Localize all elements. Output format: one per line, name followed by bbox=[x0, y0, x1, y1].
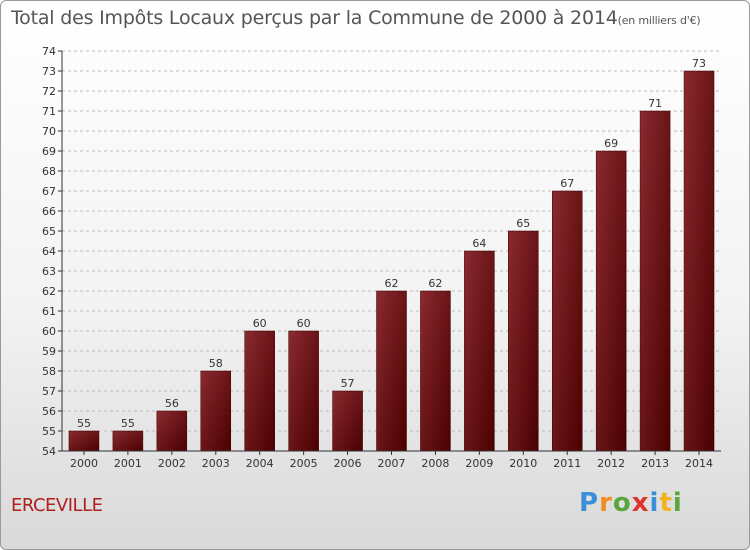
bar-value-label: 62 bbox=[385, 277, 399, 290]
bar bbox=[464, 251, 494, 451]
x-tick-label: 2000 bbox=[70, 457, 98, 470]
bar bbox=[552, 191, 582, 451]
bar-value-label: 55 bbox=[77, 417, 91, 430]
bar bbox=[684, 71, 714, 451]
x-tick-label: 2002 bbox=[158, 457, 186, 470]
y-tick-label: 71 bbox=[42, 105, 56, 118]
x-tick-label: 2003 bbox=[202, 457, 230, 470]
y-tick-label: 67 bbox=[42, 185, 56, 198]
logo-letter: i bbox=[650, 488, 660, 518]
logo-letter: o bbox=[613, 488, 632, 518]
logo-letter: x bbox=[632, 488, 650, 518]
logo-letter: P bbox=[579, 488, 599, 518]
x-tick-label: 2007 bbox=[378, 457, 406, 470]
x-tick-label: 2004 bbox=[246, 457, 274, 470]
x-tick-label: 2006 bbox=[334, 457, 362, 470]
x-tick-label: 2012 bbox=[597, 457, 625, 470]
bar bbox=[69, 431, 99, 451]
x-tick-label: 2009 bbox=[465, 457, 493, 470]
bar bbox=[640, 111, 670, 451]
bar bbox=[289, 331, 319, 451]
y-tick-label: 54 bbox=[42, 445, 56, 458]
y-tick-label: 63 bbox=[42, 265, 56, 278]
y-axis: 54 55 56 57 58 59 60 61 62 63 64 65 66 67 68 69 70 71 72 73… bbox=[42, 45, 62, 458]
y-tick-label: 59 bbox=[42, 345, 56, 358]
bar bbox=[113, 431, 143, 451]
bar bbox=[508, 231, 538, 451]
bar-value-label: 67 bbox=[560, 177, 574, 190]
bar-value-label: 57 bbox=[341, 377, 355, 390]
y-tick-label: 61 bbox=[42, 305, 56, 318]
y-tick-label: 56 bbox=[42, 405, 56, 418]
bar-value-label: 58 bbox=[209, 357, 223, 370]
bar bbox=[333, 391, 363, 451]
y-tick-label: 68 bbox=[42, 165, 56, 178]
logo-letter: r bbox=[599, 488, 613, 518]
x-tick-label: 2014 bbox=[685, 457, 713, 470]
x-tick-label: 2001 bbox=[114, 457, 142, 470]
y-tick-label: 66 bbox=[42, 205, 56, 218]
y-tick-label: 58 bbox=[42, 365, 56, 378]
bar bbox=[596, 151, 626, 451]
x-tick-label: 2005 bbox=[290, 457, 318, 470]
y-tick-label: 69 bbox=[42, 145, 56, 158]
logo-letter: i bbox=[673, 488, 683, 518]
y-tick-label: 64 bbox=[42, 245, 56, 258]
bar-value-label: 60 bbox=[253, 317, 267, 330]
y-tick-label: 70 bbox=[42, 125, 56, 138]
x-tick-label: 2011 bbox=[553, 457, 581, 470]
y-tick-label: 73 bbox=[42, 65, 56, 78]
bar-value-label: 56 bbox=[165, 397, 179, 410]
bar bbox=[377, 291, 407, 451]
proxiti-logo: Proxiti bbox=[579, 488, 683, 518]
x-tick-label: 2008 bbox=[421, 457, 449, 470]
x-tick-label: 2013 bbox=[641, 457, 669, 470]
bar-value-label: 65 bbox=[516, 217, 530, 230]
bar bbox=[245, 331, 275, 451]
y-tick-label: 55 bbox=[42, 425, 56, 438]
bars: 55 55 56 58 60 60 57 62 62 64 65 67 69 71 73 bbox=[69, 57, 714, 451]
bar-value-label: 73 bbox=[692, 57, 706, 70]
y-tick-label: 57 bbox=[42, 385, 56, 398]
y-tick-label: 72 bbox=[42, 85, 56, 98]
x-axis: 2000 2001 2002 2003 2004 2005 2006 2007 2008 2009… bbox=[62, 451, 721, 470]
y-tick-label: 65 bbox=[42, 225, 56, 238]
bar-value-label: 64 bbox=[472, 237, 486, 250]
bar bbox=[201, 371, 231, 451]
bar bbox=[157, 411, 187, 451]
bar-value-label: 62 bbox=[428, 277, 442, 290]
bar-value-label: 71 bbox=[648, 97, 662, 110]
y-tick-label: 74 bbox=[42, 45, 56, 58]
logo-letter: t bbox=[659, 488, 672, 518]
commune-name: ERCEVILLE bbox=[11, 495, 102, 516]
bar-value-label: 69 bbox=[604, 137, 618, 150]
bar bbox=[420, 291, 450, 451]
x-tick-label: 2010 bbox=[509, 457, 537, 470]
bar-value-label: 60 bbox=[297, 317, 311, 330]
bar-value-label: 55 bbox=[121, 417, 135, 430]
y-tick-label: 62 bbox=[42, 285, 56, 298]
y-tick-label: 60 bbox=[42, 325, 56, 338]
